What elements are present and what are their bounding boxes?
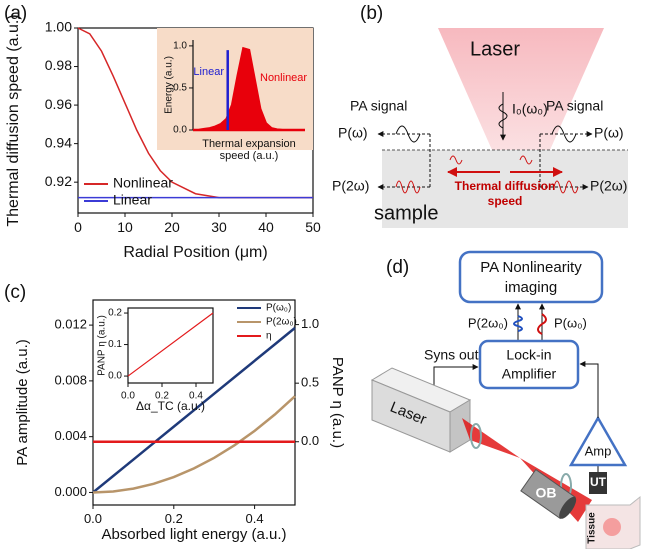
y-tick-label: 0.96 (45, 96, 72, 112)
text: P(ω) (338, 125, 368, 141)
y-tick-label: 0.2 (108, 308, 122, 319)
sample-label: sample (374, 202, 438, 224)
x-tick-label: 0.0 (84, 511, 102, 526)
legend-label: Nonlinear (260, 72, 307, 84)
y2-tick-label: 0.0 (301, 433, 319, 448)
panel-label: (b) (360, 3, 383, 24)
figure: (a) (b) (c) (d) 0.920.940.960.981.000102… (0, 0, 658, 549)
text: imaging (505, 279, 558, 296)
x-axis-label: Δα_TC (a.u.) (136, 399, 205, 413)
legend-label: Nonlinear (113, 175, 173, 191)
y-tick-label: 0.0 (108, 371, 122, 382)
y-tick-label: 1.00 (45, 19, 72, 35)
y-tick-label: 0.0 (173, 125, 187, 136)
legend-label: η (266, 331, 272, 342)
intensity-label: I₀(ω₀) (512, 101, 548, 117)
y-axis-label: PANP η (a.u.) (97, 315, 108, 376)
x-tick-label: 0.2 (165, 511, 183, 526)
panel-label: (c) (4, 282, 26, 303)
spot (603, 518, 621, 536)
y-axis-label: Thermal diffusion speed (a.u.) (5, 14, 22, 226)
y-tick-label: 0.000 (54, 484, 87, 499)
x-axis-label: speed (a.u.) (220, 150, 279, 162)
text: Lock-in (506, 347, 551, 363)
x-tick-label: 0 (74, 219, 82, 235)
x-axis-label: Radial Position (μm) (123, 244, 267, 261)
text: P(2ω₀) (468, 315, 508, 330)
x-axis-label: Thermal expansion (202, 138, 296, 150)
text: P(2ω) (332, 178, 369, 194)
chart-c: 0.000 0.004 0.008 0.012 0.0 0.5 1.0 0.0 0.2 0.4Ab… (14, 300, 346, 543)
text: PA signal (546, 98, 603, 114)
y-tick-label: 1.0 (173, 41, 187, 52)
y-axis-label: PA amplitude (a.u.) (14, 339, 31, 465)
text: Syns out (424, 347, 479, 363)
x-tick-label: 0.0 (121, 391, 135, 402)
legend-label: P(ω₀) (266, 303, 291, 314)
text: Tissue (587, 512, 598, 544)
x-tick-label: 10 (117, 219, 133, 235)
y2-tick-label: 1.0 (301, 316, 319, 331)
text: Amplifier (502, 366, 557, 382)
diagram-d: PA Nonlinearity imaging P(2ω₀) P(ω₀) Loc… (372, 252, 640, 549)
text: Amp (585, 443, 612, 458)
y-axis-label: Energy (a.u.) (164, 56, 175, 114)
y-tick-label: 0.92 (45, 173, 72, 189)
legend-label: P(2ω₀) (266, 317, 297, 328)
line (128, 313, 213, 376)
y2-tick-label: 0.5 (301, 375, 319, 390)
y2-axis-label: PANP η (a.u.) (329, 357, 346, 448)
x-tick-label: 40 (258, 219, 274, 235)
arrow (434, 367, 478, 390)
laser-beam (438, 28, 604, 150)
x-tick-label: 50 (305, 219, 321, 235)
text: PA signal (350, 98, 407, 114)
text: P(2ω) (590, 178, 627, 194)
y-tick-label: 0.98 (45, 57, 72, 73)
y-tick-label: 0.1 (108, 339, 122, 350)
text: P(ω) (594, 125, 624, 141)
x-tick-label: 30 (211, 219, 227, 235)
text: OB (536, 485, 557, 501)
text: speed (488, 194, 523, 208)
text: Thermal diffusion (455, 179, 556, 193)
text: PA Nonlinearity (480, 259, 582, 276)
laser-label: Laser (470, 38, 520, 60)
text: UT (590, 475, 607, 489)
y-tick-label: 0.008 (54, 372, 87, 387)
x-tick-label: 0.4 (246, 511, 264, 526)
y-tick-label: 0.94 (45, 134, 72, 150)
y-tick-label: 0.004 (54, 428, 87, 443)
y-tick-label: 0.5 (173, 83, 187, 94)
legend-label: Linear (113, 192, 152, 208)
x-axis-label: Absorbed light energy (a.u.) (101, 526, 286, 543)
panel-label: (d) (386, 257, 409, 278)
plot-frame (128, 308, 213, 383)
legend-label: Linear (193, 66, 224, 78)
diagram-b: Laser I₀(ω₀) PA signal PA signal P(ω) P(… (332, 28, 628, 228)
x-tick-label: 20 (164, 219, 180, 235)
y-tick-label: 0.012 (54, 317, 87, 332)
text: P(ω₀) (554, 315, 587, 330)
arrow (580, 364, 598, 418)
